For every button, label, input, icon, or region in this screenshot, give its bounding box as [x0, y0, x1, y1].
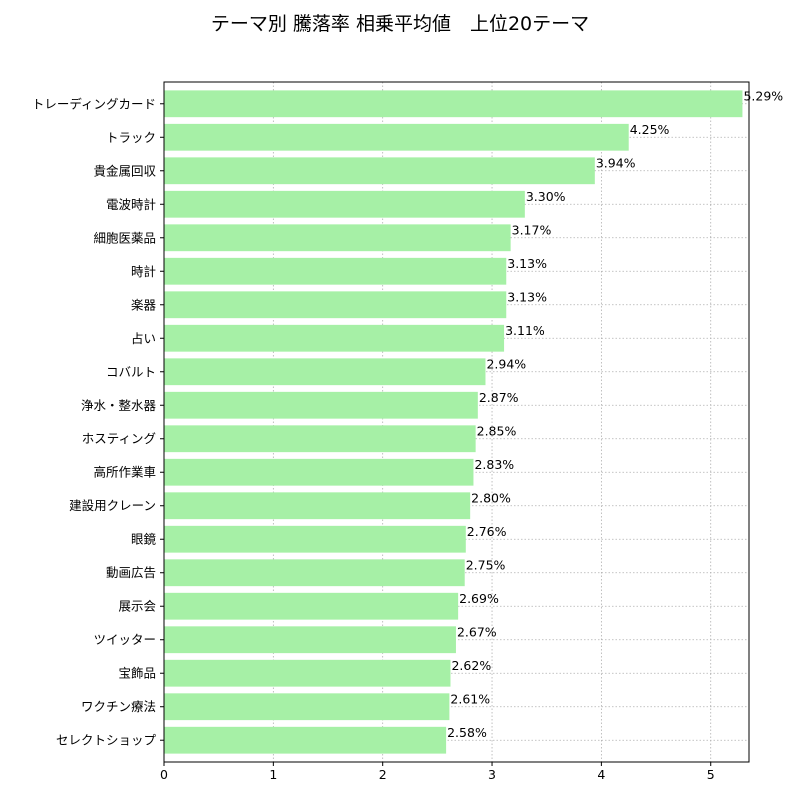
- category-label: 浄水・整水器: [81, 398, 157, 413]
- value-label: 2.94%: [486, 356, 526, 371]
- value-label: 2.58%: [447, 725, 487, 740]
- x-tick-label: 4: [597, 767, 605, 782]
- category-label: トラック: [106, 130, 156, 145]
- bar: [164, 90, 743, 118]
- category-label: 時計: [131, 264, 156, 279]
- bar: [164, 224, 511, 252]
- plot-frame: [163, 81, 750, 763]
- bar: [164, 190, 525, 218]
- chart-title: テーマ別 騰落率 相乗平均値 上位20テーマ: [211, 13, 589, 35]
- bar: [164, 626, 456, 654]
- x-axis: 0 1 2 3 4 5: [160, 103, 715, 782]
- value-label: 2.83%: [474, 457, 514, 472]
- value-label: 3.13%: [507, 256, 547, 271]
- category-label: 貴金属回収: [93, 163, 156, 178]
- value-label: 2.67%: [457, 624, 497, 639]
- value-label: 2.61%: [450, 691, 490, 706]
- value-label: 3.17%: [512, 222, 552, 237]
- category-label: 細胞医薬品: [93, 230, 156, 245]
- bar: [164, 358, 486, 386]
- bar: [164, 458, 474, 486]
- category-label: ワクチン療法: [81, 699, 156, 714]
- value-label: 2.80%: [471, 490, 511, 505]
- bar: [164, 291, 507, 319]
- bar: [164, 157, 595, 185]
- value-label: 2.76%: [467, 524, 507, 539]
- bar: [164, 257, 507, 285]
- x-tick-label: 3: [488, 767, 496, 782]
- labels-layer: トレーディングカード 5.29% トラック 4.25% 貴金属回収 3.94% 電波時計 3.…: [32, 88, 783, 747]
- category-label: 眼鏡: [131, 532, 157, 547]
- category-label: トレーディングカード: [32, 96, 156, 111]
- bar: [164, 123, 629, 151]
- value-label: 3.11%: [505, 323, 545, 338]
- category-label: コバルト: [106, 364, 156, 379]
- x-tick-label: 1: [269, 767, 277, 782]
- bar: [164, 525, 466, 553]
- category-label: 動画広告: [106, 565, 156, 580]
- category-label: 楽器: [131, 297, 157, 312]
- value-label: 2.69%: [459, 591, 499, 606]
- value-label: 3.94%: [596, 155, 636, 170]
- bars-layer: [164, 90, 743, 754]
- x-tick-label: 0: [160, 767, 168, 782]
- bar: [164, 425, 476, 453]
- bar: [164, 391, 478, 419]
- category-label: 電波時計: [106, 197, 156, 212]
- value-label: 2.85%: [477, 423, 517, 438]
- category-label: 展示会: [118, 599, 156, 614]
- value-label: 3.13%: [507, 289, 547, 304]
- x-tick-label: 2: [379, 767, 387, 782]
- bar: [164, 559, 465, 587]
- category-label: 高所作業車: [93, 465, 156, 480]
- bar: [164, 592, 459, 620]
- category-label: 建設用クレーン: [69, 498, 156, 513]
- value-label: 3.30%: [526, 189, 566, 204]
- value-label: 2.75%: [466, 557, 506, 572]
- category-label: ツイッター: [93, 632, 156, 647]
- x-tick-label: 5: [707, 767, 715, 782]
- category-label: ホスティング: [82, 431, 156, 446]
- category-label: セレクトショップ: [56, 733, 157, 748]
- bar: [164, 659, 451, 687]
- category-label: 宝飾品: [118, 666, 156, 681]
- category-label: 占い: [131, 331, 156, 346]
- value-label: 2.62%: [451, 658, 491, 673]
- bar: [164, 492, 471, 520]
- bar: [164, 693, 450, 721]
- bar: [164, 324, 505, 352]
- value-label: 2.87%: [479, 390, 519, 405]
- bar: [164, 726, 447, 754]
- value-label: 4.25%: [630, 122, 670, 137]
- value-label: 5.29%: [743, 88, 783, 103]
